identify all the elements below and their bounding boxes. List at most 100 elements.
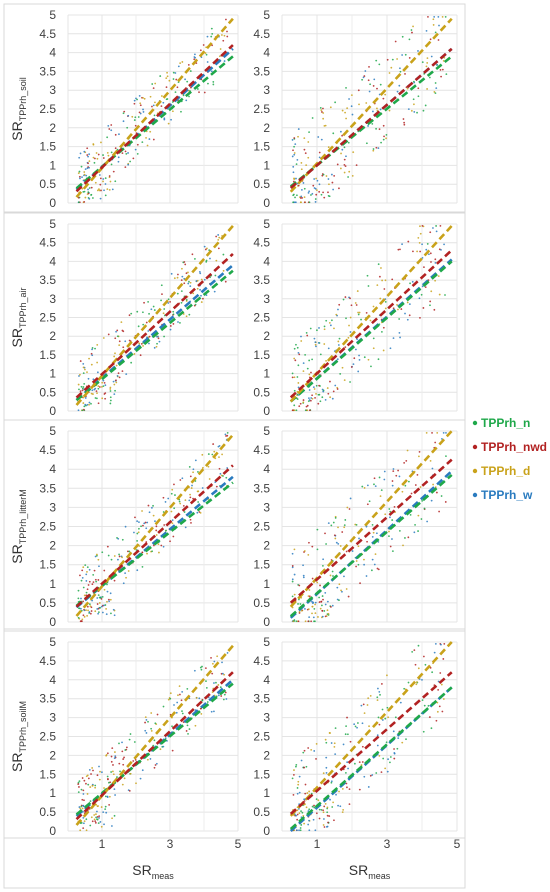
scatter-point [152,104,155,107]
scatter-point [318,596,321,599]
scatter-point [291,155,294,158]
scatter-point [327,522,330,525]
y-axis-label: SRTPPrh_air [9,288,28,348]
scatter-point [297,382,300,384]
scatter-point [317,402,320,405]
scatter-point [382,349,385,352]
scatter-point [114,337,117,340]
scatter-point [337,526,339,529]
scatter-point [187,282,190,285]
scatter-point [297,620,300,623]
scatter-point [413,111,416,113]
scatter-point [296,787,299,789]
scatter-point [174,91,177,94]
scatter-point [81,569,84,572]
scatter-point [318,151,321,154]
scatter-point [304,792,307,795]
scatter-point [93,818,96,821]
scatter-point [148,342,150,345]
scatter-point [123,756,125,759]
scatter-point [336,163,339,166]
scatter-point [107,333,110,336]
scatter-point [180,290,183,293]
scatter-point [325,756,328,759]
scatter-point [171,522,174,525]
y-tick-label: 1 [49,786,56,800]
scatter-point [312,386,315,389]
scatter-point [382,138,385,141]
scatter-point [349,331,352,333]
scatter-point [321,595,324,597]
scatter-point [160,299,162,302]
scatter-point [418,450,421,453]
scatter-point [104,177,107,180]
y-tick-label: 4 [263,46,270,60]
scatter-point [116,148,119,151]
scatter-point [80,607,82,610]
scatter-point [338,303,341,306]
y-tick-label: 0 [49,824,56,838]
scatter-point [302,574,305,577]
scatter-point [305,164,308,167]
y-tick-label: 3.5 [253,273,270,287]
y-tick-label: 3 [49,83,56,97]
scatter-point [412,25,414,28]
y-tick-label: 3 [263,711,270,725]
scatter-point [323,124,326,127]
scatter-point [174,494,176,496]
scatter-point [128,550,131,553]
scatter-point [293,145,295,148]
scatter-point [314,612,317,614]
scatter-point [398,331,401,334]
y-tick-label: 5 [263,424,270,438]
scatter-point [295,163,298,166]
y-axis-label: SRTPPrh_soil [9,77,28,140]
scatter-point [97,153,100,156]
scatter-point [293,152,296,154]
scatter-point [225,435,227,437]
scatter-point [297,603,299,605]
scatter-point [301,197,303,199]
scatter-point [370,569,373,572]
scatter-point [334,727,337,730]
scatter-point [183,261,186,263]
scatter-point [336,598,339,601]
y-tick-label: 0.5 [253,596,270,610]
scatter-point [382,97,385,100]
scatter-point [113,383,116,386]
scatter-point [341,109,344,112]
scatter-point [84,168,87,171]
scatter-point [184,526,187,529]
scatter-point [376,567,379,570]
scatter-point [434,279,437,282]
scatter-point [324,591,327,594]
scatter-point [392,337,395,340]
y-tick-label: 2.5 [39,520,56,534]
scatter-point [159,75,162,77]
scatter-point [346,506,349,509]
scatter-point [210,710,213,713]
scatter-point [117,160,120,163]
scatter-point [192,468,195,471]
scatter-point [396,303,398,306]
fit-line-TPPrh_nwd [289,249,453,399]
scatter-point [439,672,442,674]
scatter-point [296,158,299,161]
scatter-point [400,308,403,310]
scatter-points [291,15,448,204]
scatter-point [189,493,191,496]
scatter-point [391,480,394,482]
scatter-point [146,758,149,761]
legend-marker [472,468,478,474]
scatter-point [306,367,309,370]
scatter-point [108,175,111,177]
scatter-point [135,97,137,100]
y-tick-label: 1.5 [39,348,56,362]
scatter-point [154,764,157,766]
scatter-point [326,609,329,612]
scatter-point [373,477,376,480]
scatter-point [308,589,311,591]
scatter-point [358,788,361,791]
scatter-point [117,156,120,159]
scatter-point [180,279,183,282]
